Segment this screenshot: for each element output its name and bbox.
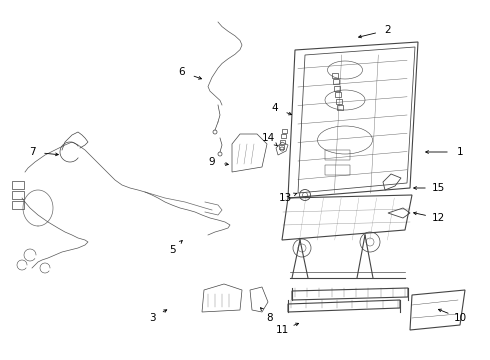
- Bar: [325, 165, 350, 175]
- Text: 6: 6: [179, 67, 185, 77]
- Text: 5: 5: [169, 245, 175, 255]
- Text: 14: 14: [261, 133, 274, 143]
- Text: 4: 4: [271, 103, 278, 113]
- Bar: [336, 99, 342, 104]
- Text: 12: 12: [431, 213, 444, 223]
- Bar: [282, 129, 287, 132]
- Text: 1: 1: [457, 147, 464, 157]
- Bar: [279, 145, 284, 149]
- Bar: [12, 181, 24, 189]
- Bar: [332, 72, 338, 77]
- Text: 2: 2: [385, 25, 392, 35]
- Bar: [281, 134, 286, 138]
- Bar: [325, 150, 350, 160]
- Text: 15: 15: [431, 183, 444, 193]
- Bar: [12, 191, 24, 199]
- Bar: [335, 92, 341, 97]
- Text: 7: 7: [29, 147, 35, 157]
- Text: 8: 8: [267, 313, 273, 323]
- Text: 9: 9: [209, 157, 215, 167]
- Bar: [333, 79, 339, 84]
- Bar: [280, 139, 285, 144]
- Text: 11: 11: [275, 325, 289, 335]
- Text: 13: 13: [278, 193, 292, 203]
- Bar: [334, 85, 340, 90]
- Text: 3: 3: [148, 313, 155, 323]
- Text: 10: 10: [453, 313, 466, 323]
- Bar: [12, 201, 24, 209]
- Bar: [337, 105, 343, 110]
